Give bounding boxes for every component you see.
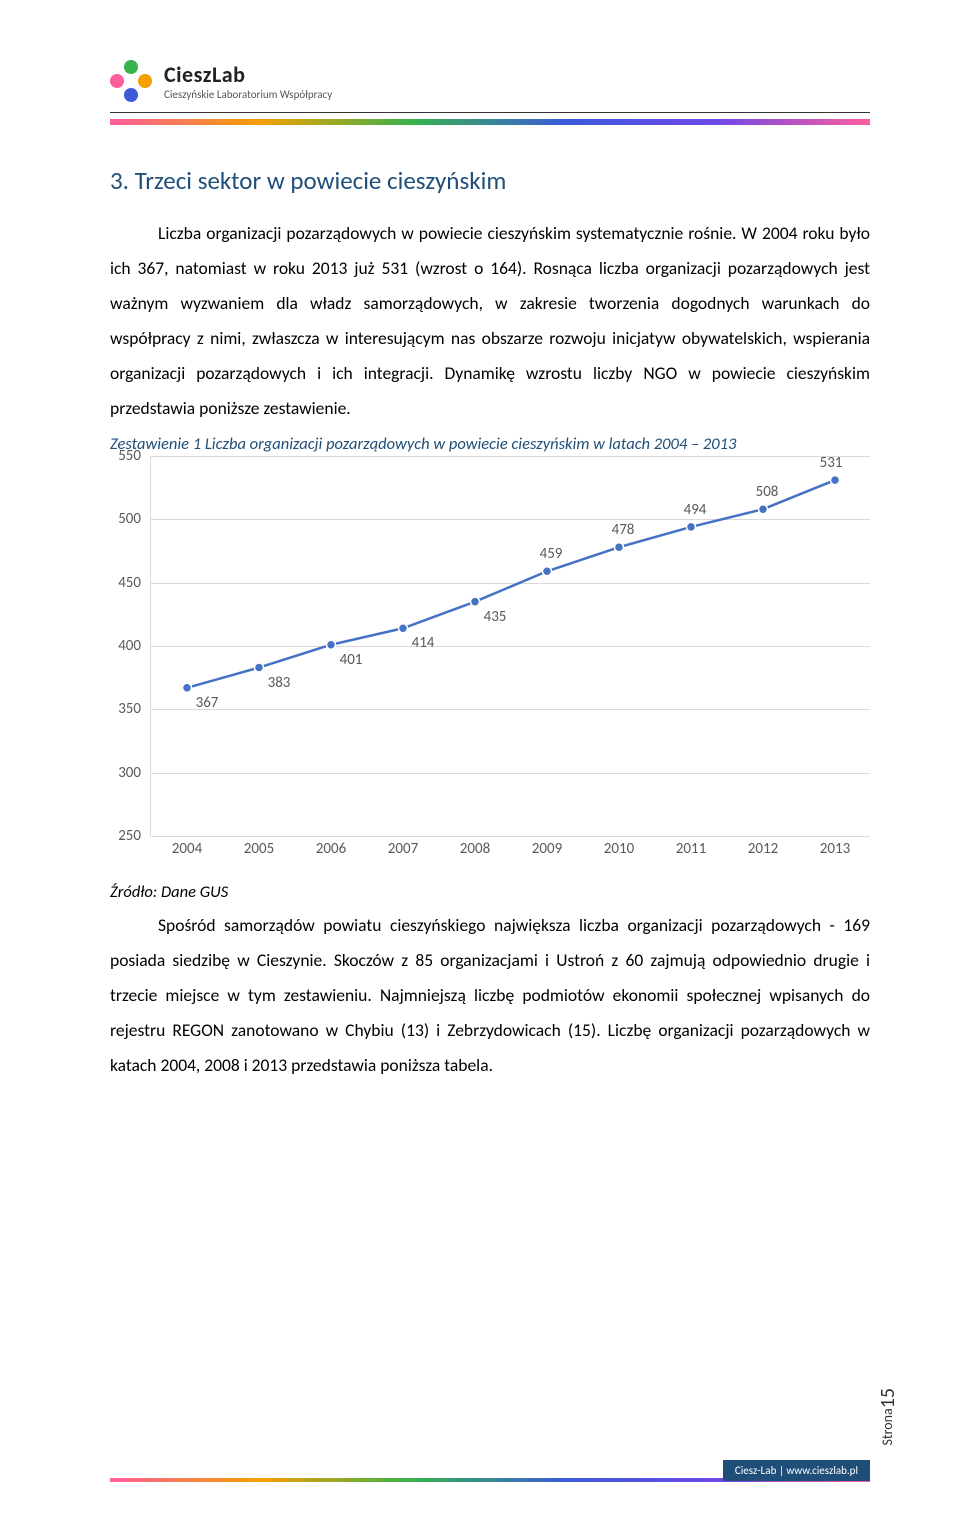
chart-plot-area: 2503003504004505005502004200520062007200… bbox=[150, 456, 870, 836]
logo-title: CieszLab bbox=[164, 61, 332, 88]
chart-ytick: 500 bbox=[111, 510, 141, 528]
chart-ytick: 400 bbox=[111, 637, 141, 655]
chart-xtick: 2007 bbox=[388, 840, 418, 858]
chart: 2503003504004505005502004200520062007200… bbox=[110, 456, 870, 856]
header-rule bbox=[110, 112, 870, 113]
chart-ytick: 350 bbox=[111, 700, 141, 718]
paragraph-1-text: Liczba organizacji pozarządowych w powie… bbox=[110, 216, 870, 426]
chart-xtick: 2008 bbox=[460, 840, 490, 858]
header-logo: CieszLab Cieszyńskie Laboratorium Współp… bbox=[110, 60, 870, 102]
chart-xtick: 2013 bbox=[820, 840, 850, 858]
chart-gridline bbox=[151, 836, 870, 837]
page-label: Strona bbox=[879, 1409, 896, 1446]
chart-data-label: 478 bbox=[612, 521, 635, 539]
chart-xtick: 2004 bbox=[172, 840, 202, 858]
chart-source: Źródło: Dane GUS bbox=[110, 882, 870, 902]
chart-data-label: 367 bbox=[196, 694, 219, 712]
chart-xtick: 2005 bbox=[244, 840, 274, 858]
chart-xtick: 2011 bbox=[676, 840, 706, 858]
chart-ytick: 300 bbox=[111, 764, 141, 782]
paragraph-2-text: Spośród samorządów powiatu cieszyńskiego… bbox=[110, 908, 870, 1083]
chart-xtick: 2009 bbox=[532, 840, 562, 858]
footer: Ciesz-Lab | www.cieszlab.pl bbox=[110, 1478, 870, 1486]
logo-icon bbox=[110, 60, 152, 102]
paragraph-2: Spośród samorządów powiatu cieszyńskiego… bbox=[110, 908, 870, 1083]
chart-data-label: 494 bbox=[684, 501, 707, 519]
chart-data-label: 401 bbox=[340, 651, 363, 669]
header-gradient bbox=[110, 119, 870, 125]
paragraph-1: Liczba organizacji pozarządowych w powie… bbox=[110, 216, 870, 426]
logo-subtitle: Cieszyńskie Laboratorium Współpracy bbox=[164, 88, 332, 101]
chart-data-label: 383 bbox=[268, 674, 291, 692]
chart-data-label: 435 bbox=[484, 608, 507, 626]
chart-data-label: 459 bbox=[540, 545, 563, 563]
chart-ytick: 250 bbox=[111, 827, 141, 845]
logo-text: CieszLab Cieszyńskie Laboratorium Współp… bbox=[164, 61, 332, 101]
chart-data-label: 531 bbox=[820, 454, 843, 472]
page-number-value: 15 bbox=[876, 1388, 900, 1408]
chart-xtick: 2012 bbox=[748, 840, 778, 858]
chart-data-label: 414 bbox=[412, 634, 435, 652]
chart-title: Zestawienie 1 Liczba organizacji pozarzą… bbox=[110, 434, 870, 454]
page-number: Strona15 bbox=[876, 1388, 900, 1446]
chart-ytick: 550 bbox=[111, 447, 141, 465]
chart-xtick: 2006 bbox=[316, 840, 346, 858]
chart-data-label: 508 bbox=[756, 483, 779, 501]
chart-line-svg bbox=[151, 456, 871, 836]
footer-badge: Ciesz-Lab | www.cieszlab.pl bbox=[723, 1460, 870, 1481]
chart-xtick: 2010 bbox=[604, 840, 634, 858]
section-heading: 3. Trzeci sektor w powiecie cieszyńskim bbox=[110, 165, 870, 196]
chart-ytick: 450 bbox=[111, 574, 141, 592]
